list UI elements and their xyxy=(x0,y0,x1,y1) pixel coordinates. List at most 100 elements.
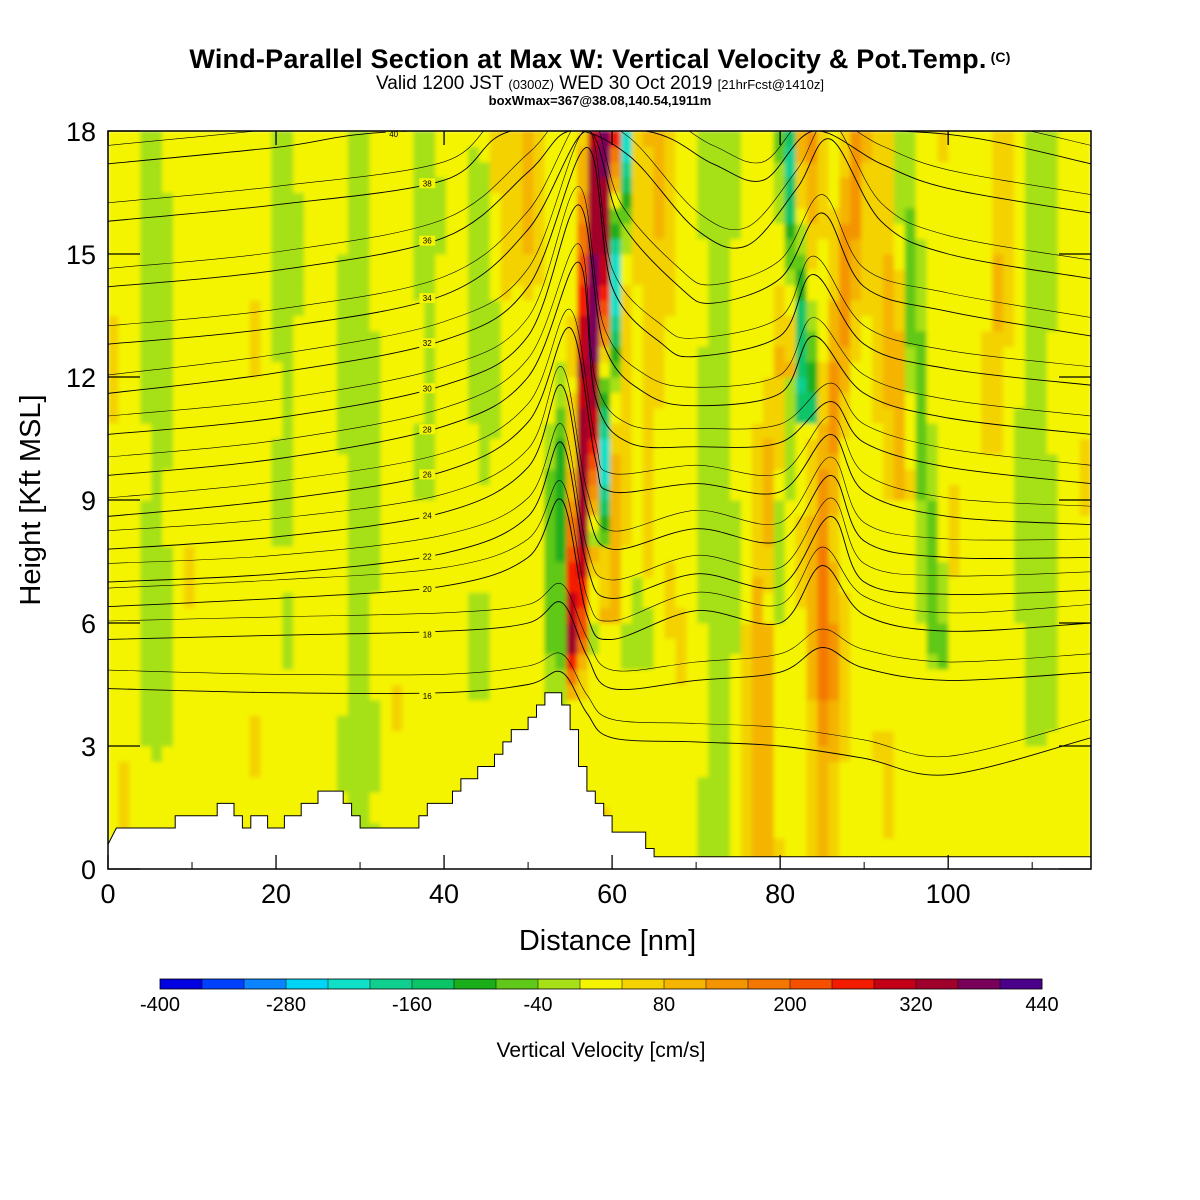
field-cell xyxy=(489,591,502,609)
field-cell xyxy=(795,222,808,240)
field-cell xyxy=(872,222,884,240)
field-cell xyxy=(915,514,928,532)
field-cell xyxy=(1079,745,1091,762)
field-cell xyxy=(511,668,524,685)
field-cell xyxy=(304,791,317,808)
field-cell xyxy=(784,699,797,716)
field-cell xyxy=(566,622,579,639)
field-cell xyxy=(293,622,306,639)
field-cell xyxy=(620,530,633,547)
field-cell xyxy=(315,622,327,639)
field-cell xyxy=(173,561,185,578)
field-cell xyxy=(511,438,524,455)
field-cell xyxy=(293,607,306,624)
field-cell xyxy=(653,776,666,793)
field-cell xyxy=(784,330,797,347)
field-cell xyxy=(850,622,863,639)
field-cell xyxy=(238,161,251,178)
field-cell xyxy=(697,192,710,209)
field-cell xyxy=(697,668,710,685)
field-cell xyxy=(893,391,906,409)
field-cell xyxy=(424,760,437,778)
field-cell xyxy=(751,745,764,762)
field-cell xyxy=(609,576,622,593)
field-cell xyxy=(664,453,677,470)
field-cell xyxy=(216,376,229,393)
field-cell xyxy=(740,822,753,839)
field-cell xyxy=(402,699,415,716)
field-cell xyxy=(981,684,994,701)
field-cell xyxy=(653,653,666,670)
field-cell xyxy=(282,684,295,701)
field-cell xyxy=(751,407,764,424)
field-cell xyxy=(1003,745,1016,762)
colorbar-swatch xyxy=(664,979,707,989)
field-cell xyxy=(183,499,196,516)
field-cell xyxy=(1024,499,1037,516)
field-cell xyxy=(861,576,874,593)
field-cell xyxy=(489,268,502,286)
field-cell xyxy=(566,238,579,255)
field-cell xyxy=(293,268,306,286)
field-cell xyxy=(588,591,600,609)
field-cell xyxy=(478,545,491,562)
field-cell xyxy=(904,391,917,409)
field-cell xyxy=(653,637,666,655)
field-cell xyxy=(238,268,251,286)
terrain-profile xyxy=(108,692,1091,869)
field-cell xyxy=(675,207,688,224)
field-cell xyxy=(533,668,546,685)
field-cell xyxy=(336,145,349,163)
field-cell xyxy=(904,607,917,624)
field-cell xyxy=(118,637,131,655)
field-cell xyxy=(839,299,852,316)
field-cell xyxy=(205,714,218,732)
field-cell xyxy=(522,607,535,624)
field-cell xyxy=(675,391,688,409)
field-cell xyxy=(227,453,240,470)
field-cell xyxy=(457,453,469,470)
field-cell xyxy=(140,622,153,639)
field-cell xyxy=(1024,591,1037,609)
field-cell xyxy=(118,253,131,270)
field-cell xyxy=(336,514,349,532)
field-cell xyxy=(413,760,426,778)
field-cell xyxy=(959,622,972,639)
field-cell xyxy=(402,745,415,762)
field-cell xyxy=(566,391,579,409)
field-cell xyxy=(817,176,830,193)
field-cell xyxy=(970,407,983,424)
field-cell xyxy=(664,545,677,562)
field-cell xyxy=(937,668,950,685)
field-cell xyxy=(708,668,721,685)
field-cell xyxy=(108,268,120,286)
field-cell xyxy=(435,530,448,547)
field-cell xyxy=(762,238,775,255)
field-cell xyxy=(686,822,699,839)
field-cell xyxy=(675,653,688,670)
field-cell xyxy=(216,637,229,655)
field-cell xyxy=(577,745,590,762)
field-cell xyxy=(227,222,240,240)
field-cell xyxy=(1024,484,1037,501)
field-cell xyxy=(293,438,306,455)
field-cell xyxy=(304,653,317,670)
field-cell xyxy=(1079,192,1091,209)
field-cell xyxy=(686,668,699,685)
field-cell xyxy=(806,668,819,685)
theta-contour xyxy=(108,186,1091,417)
field-cell xyxy=(358,161,371,178)
field-cell xyxy=(904,284,917,301)
field-cell xyxy=(1003,376,1016,393)
field-cell xyxy=(173,438,185,455)
field-cell xyxy=(467,745,480,762)
field-cell xyxy=(730,684,742,701)
field-cell xyxy=(216,438,229,455)
field-cell xyxy=(751,299,764,316)
field-cell xyxy=(981,745,994,762)
field-cell xyxy=(140,176,153,193)
field-cell xyxy=(784,684,797,701)
field-cell xyxy=(424,145,437,163)
field-cell xyxy=(205,361,218,378)
field-cell xyxy=(609,468,622,486)
